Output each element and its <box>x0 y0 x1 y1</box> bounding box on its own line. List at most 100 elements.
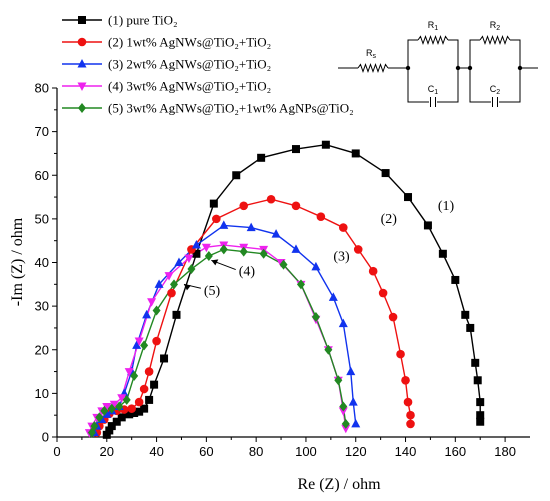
series-1-point <box>404 193 413 202</box>
series-1-point <box>466 323 475 332</box>
series-1-point <box>351 149 360 158</box>
series-1-point <box>160 354 169 363</box>
legend-marker-3 <box>77 59 87 68</box>
series-2-point <box>291 201 301 211</box>
y-tick-label: 10 <box>35 386 49 401</box>
series-2-point <box>378 288 388 298</box>
series-2-point <box>388 312 398 322</box>
series-4-point <box>124 368 134 377</box>
r1-label: R1 <box>428 20 439 32</box>
series-1-point <box>125 410 134 419</box>
block-1-wires <box>407 39 459 103</box>
y-tick-label: 40 <box>35 255 49 270</box>
series-1-point <box>471 358 480 367</box>
legend-label-4: (4) 3wt% AgNWs@TiO₂+TiO₂ <box>108 79 271 94</box>
x-tick-label: 60 <box>199 444 213 459</box>
series-1-point <box>172 310 181 319</box>
curve-5-arrowhead <box>183 284 191 291</box>
series-3-point <box>338 318 348 328</box>
y-tick-label: 30 <box>35 299 49 314</box>
series-3-point <box>291 244 301 253</box>
series-4-point <box>147 298 157 307</box>
series-4-point <box>338 407 348 416</box>
series-2-point <box>396 349 405 359</box>
c2-label: C2 <box>490 84 501 96</box>
y-tick-label: 80 <box>35 81 49 96</box>
x-tick-label: 180 <box>494 444 516 459</box>
series-2-point <box>353 245 363 254</box>
series-3-point <box>311 261 321 271</box>
series-5-point <box>334 375 343 386</box>
series-3-point <box>191 240 201 249</box>
series-5-point <box>341 418 350 429</box>
x-tick-label: 140 <box>395 444 417 459</box>
series-3-point <box>328 292 338 301</box>
x-tick-label: 20 <box>100 444 114 459</box>
series-5-point <box>204 250 213 261</box>
x-tick-label: 160 <box>444 444 466 459</box>
x-tick-label: 120 <box>345 444 367 459</box>
series-2-point <box>152 336 161 346</box>
series-5-point <box>239 246 248 257</box>
series-5-point <box>219 244 228 255</box>
series-5-point <box>115 401 124 412</box>
series-4-point <box>117 394 127 403</box>
series-2-point <box>239 201 249 211</box>
series-3-point <box>346 366 356 376</box>
legend-marker-4 <box>77 82 87 91</box>
series-lines <box>88 143 481 436</box>
series-3-point <box>102 409 112 418</box>
series-1-point <box>461 310 470 319</box>
series-3-point <box>174 257 184 266</box>
legend: (1) pure TiO₂ (2) 1wt% AgNWs@TiO₂+TiO₂ (3)… <box>62 13 354 116</box>
series-1-point <box>130 409 139 418</box>
block-2-wires <box>469 39 521 103</box>
series-3-point <box>132 340 142 349</box>
series-5-point <box>152 305 161 316</box>
rs-resistor <box>357 63 389 73</box>
curve-label-1: (1) <box>438 199 455 214</box>
series-5-point <box>296 279 305 290</box>
series-1-point <box>438 249 447 258</box>
legend-label-1: (1) pure TiO₂ <box>108 13 178 28</box>
series-5-point <box>339 401 348 412</box>
series-2-point <box>144 367 154 376</box>
series-5-point <box>107 403 116 414</box>
series-1-point <box>145 395 154 404</box>
series-3-point <box>351 418 361 428</box>
series-1-point <box>150 380 159 389</box>
curve-label-4: (4) <box>239 265 256 280</box>
series-2-point <box>139 384 149 394</box>
curve-label-5: (5) <box>204 284 221 299</box>
series-1-point <box>291 145 300 154</box>
series-1-point <box>105 426 114 435</box>
rs-label: Rs <box>366 48 377 60</box>
y-tick-label: 50 <box>35 211 49 226</box>
x-tick-label: 80 <box>249 444 263 459</box>
series-3-point <box>142 309 152 319</box>
series-1-point <box>476 398 485 407</box>
series-1-point <box>102 430 111 439</box>
curve-label-2: (2) <box>381 212 398 227</box>
x-tick-label: 40 <box>149 444 163 459</box>
series-1-point <box>192 249 201 258</box>
series-1-point <box>423 221 432 230</box>
series-1-point <box>117 413 126 422</box>
series-5-point <box>170 279 179 290</box>
legend-label-2: (2) 1wt% AgNWs@TiO₂+TiO₂ <box>108 35 271 50</box>
series-4-point <box>184 254 194 264</box>
y-tick-label: 0 <box>42 430 49 445</box>
series-5-point <box>95 412 104 423</box>
series-5-point <box>311 312 320 323</box>
series-1-point <box>476 411 485 420</box>
series-1-point <box>209 199 218 208</box>
series-1-point <box>321 140 330 149</box>
series-4-line <box>88 244 347 433</box>
series-2-point <box>368 266 378 276</box>
series-1-point <box>232 171 241 180</box>
series-2-point <box>134 397 144 407</box>
series-5-point <box>140 340 149 351</box>
legend-marker-5 <box>78 103 86 113</box>
series-3-point <box>348 397 358 406</box>
series-3-point <box>219 220 229 229</box>
